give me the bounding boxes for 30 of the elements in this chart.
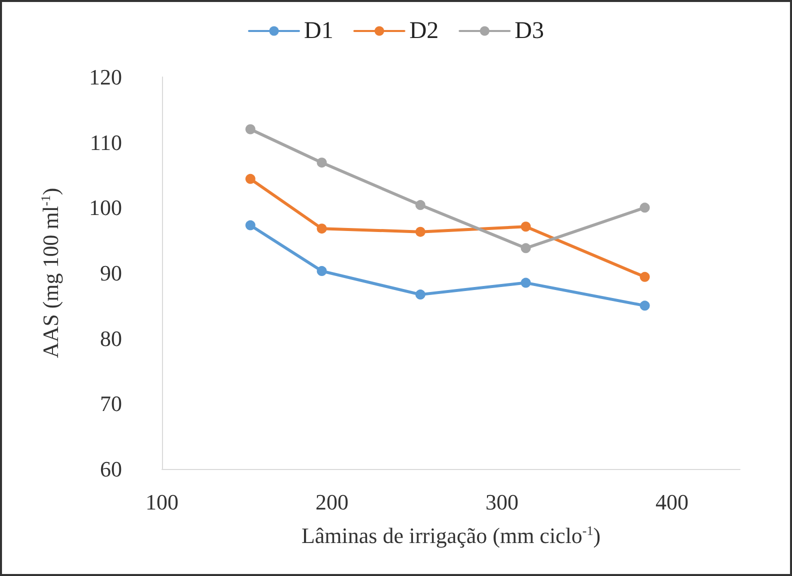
point bbox=[316, 266, 327, 276]
legend-label: D1 bbox=[304, 18, 334, 44]
legend-label: D2 bbox=[409, 18, 439, 44]
y-tick-label: 110 bbox=[90, 130, 122, 155]
point bbox=[415, 290, 426, 300]
x-tick-label: 200 bbox=[316, 490, 348, 514]
point bbox=[640, 300, 650, 311]
y-tick-label: 90 bbox=[100, 260, 122, 286]
x-tick-label: 300 bbox=[486, 490, 518, 514]
y-tick-label: 100 bbox=[89, 195, 122, 220]
y-tick-label: 60 bbox=[100, 456, 122, 482]
x-tick-label: 400 bbox=[656, 490, 688, 514]
point bbox=[415, 200, 426, 210]
y-tick-label: 120 bbox=[89, 64, 122, 90]
point bbox=[316, 158, 327, 168]
point bbox=[520, 243, 531, 254]
point bbox=[640, 272, 650, 282]
point bbox=[640, 202, 650, 213]
y-tick-label: 70 bbox=[100, 391, 122, 416]
point bbox=[245, 174, 256, 184]
point bbox=[415, 226, 426, 237]
y-axis-title: AAS (mg 100 ml-1) bbox=[38, 188, 63, 358]
point bbox=[316, 224, 327, 234]
point bbox=[245, 124, 256, 134]
legend-label: D3 bbox=[514, 18, 544, 44]
x-tick-label: 100 bbox=[146, 490, 178, 514]
point bbox=[245, 220, 256, 230]
y-tick-label: 80 bbox=[100, 326, 122, 351]
point bbox=[520, 278, 531, 288]
point bbox=[520, 222, 531, 232]
